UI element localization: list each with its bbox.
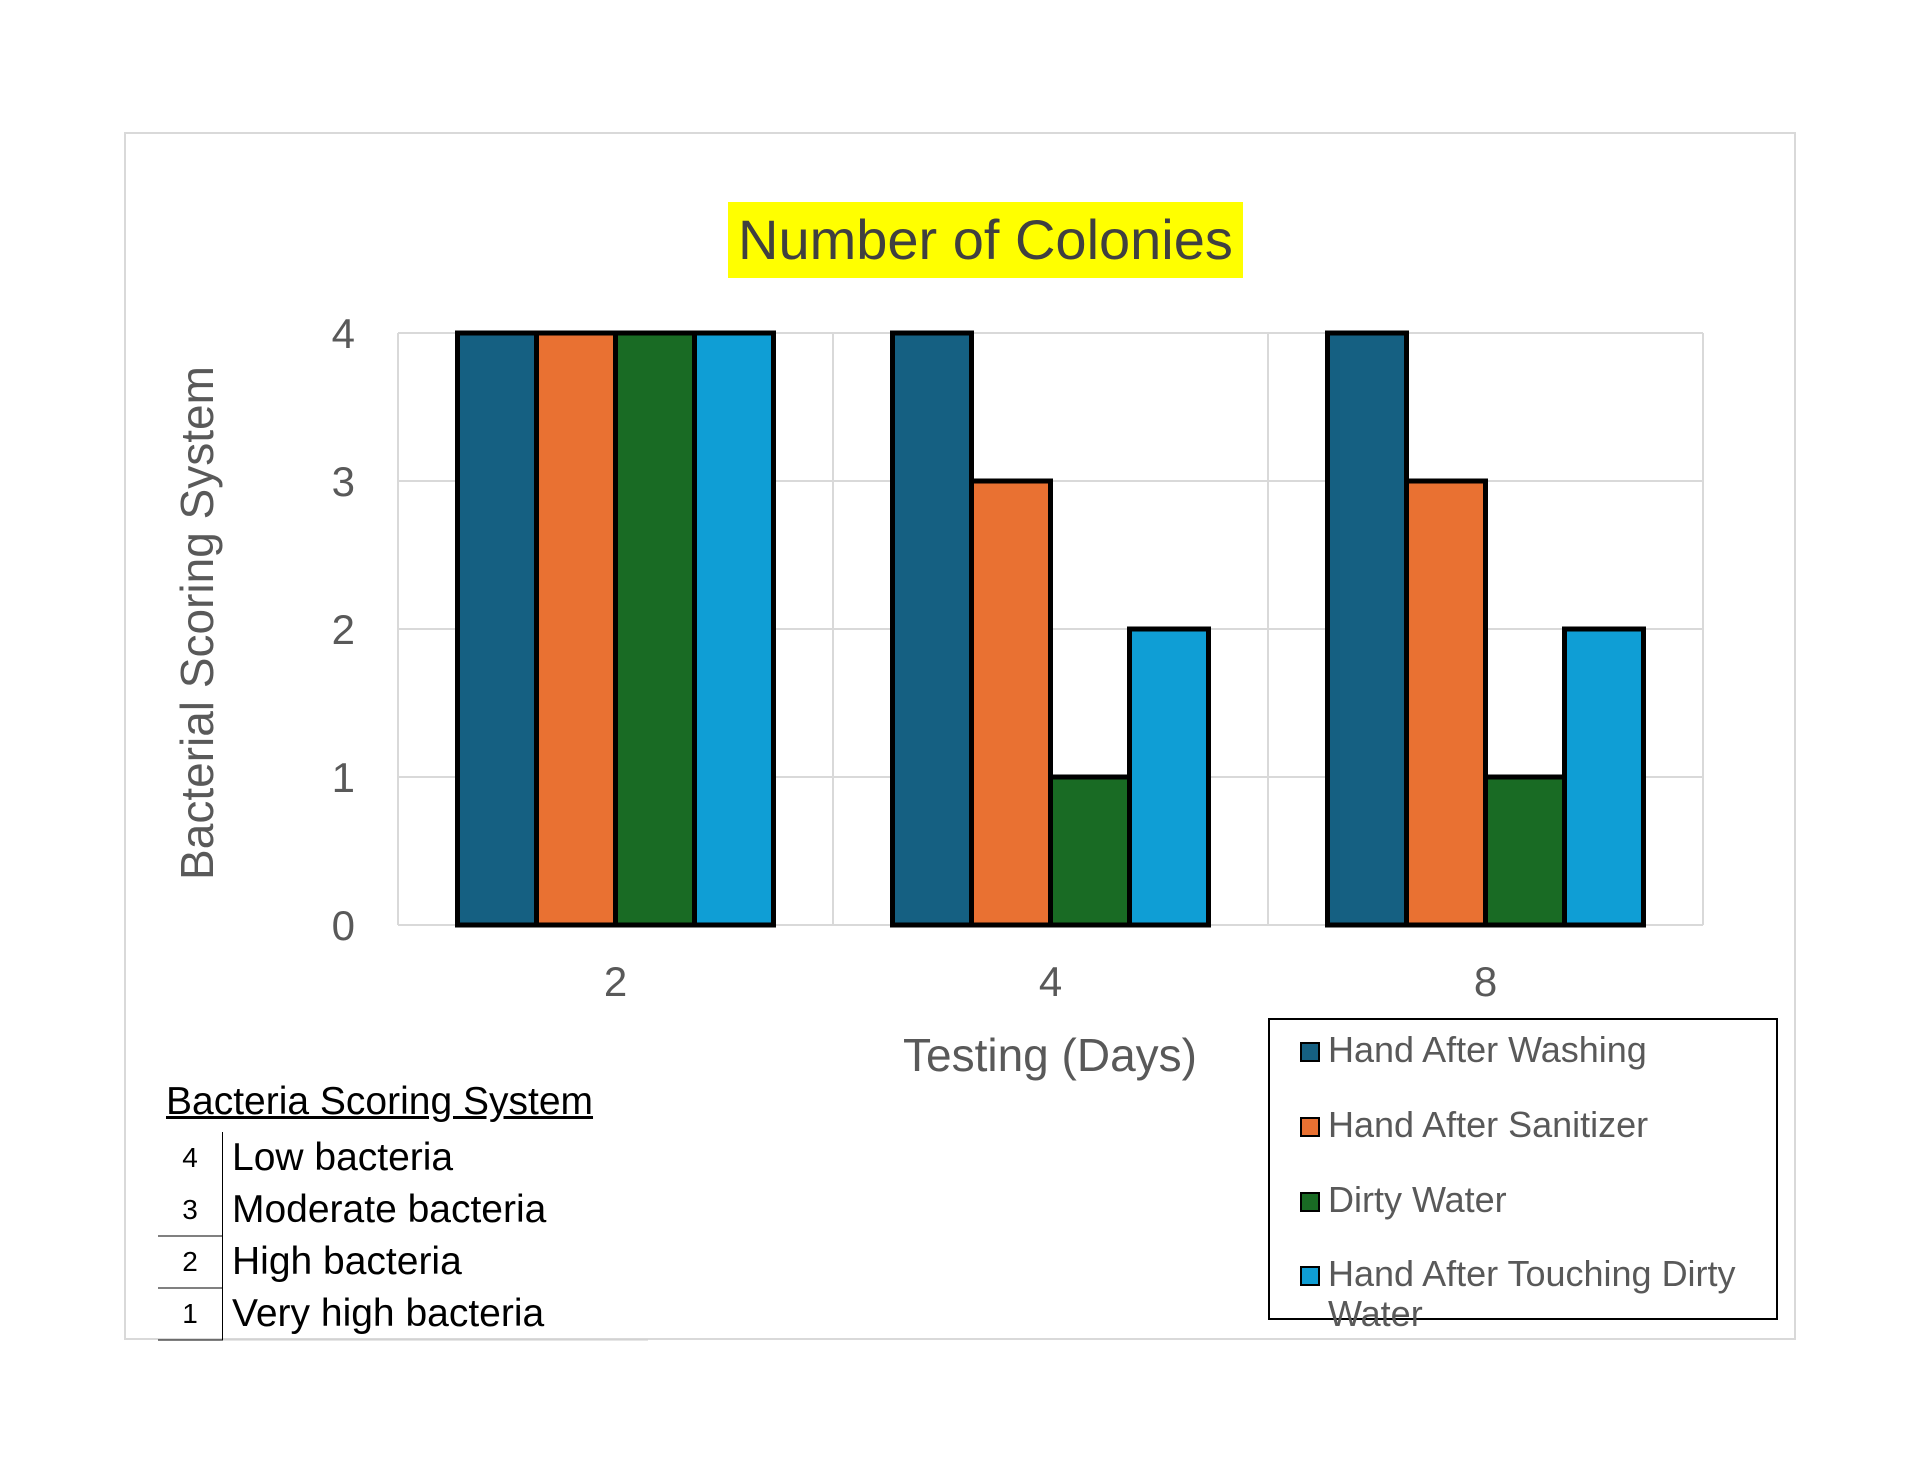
bar [1562,626,1646,928]
bar [1325,330,1409,928]
bar [613,330,697,928]
bar [1483,774,1567,928]
x-axis-label: Testing (Days) [903,1029,1197,1081]
bar [1404,478,1488,928]
x-tick-label: 2 [604,958,627,1005]
legend: Hand After Washing Hand After Sanitizer Di… [1268,1018,1778,1334]
y-tick-label: 2 [332,606,355,653]
scoring-row: 3 Moderate bacteria [158,1184,648,1236]
x-tick-label: 4 [1039,958,1062,1005]
bar [455,330,539,928]
chart-title: Number of Colonies [728,202,1243,278]
legend-label: Hand After Sanitizer [1328,1104,1649,1145]
bar [1048,774,1132,928]
scoring-description: Moderate bacteria [232,1188,547,1231]
y-tick-label: 0 [332,902,355,949]
y-axis-label: Bacterial Scoring System [171,366,223,880]
scoring-description: Low bacteria [232,1136,454,1179]
legend-swatch [1300,1192,1320,1212]
axes: 0 1 2 3 4 2 4 8 [332,310,1498,1005]
scoring-value: 1 [158,1288,223,1340]
bar [890,330,974,928]
scoring-key-title: Bacteria Scoring System [166,1080,594,1123]
scoring-row: 4 Low bacteria [158,1132,648,1184]
legend-label: Hand After Washing [1328,1029,1647,1070]
legend-swatch [1300,1117,1320,1137]
scoring-value: 3 [158,1184,223,1236]
scoring-row: 2 High bacteria [158,1236,648,1288]
bar [1127,626,1211,928]
legend-swatch [1300,1042,1320,1062]
scoring-row: 1 Very high bacteria [158,1288,648,1340]
legend-swatch [1300,1266,1320,1286]
scoring-value: 4 [158,1132,223,1184]
y-tick-label: 1 [332,754,355,801]
bar [534,330,618,928]
bar [969,478,1053,928]
bars [455,330,1646,928]
x-tick-label: 8 [1474,958,1497,1005]
scoring-value: 2 [158,1236,223,1288]
legend-label: Dirty Water [1328,1179,1507,1220]
scoring-key-lines [158,1235,648,1341]
y-tick-label: 4 [332,310,355,357]
scoring-description: Very high bacteria [232,1292,545,1335]
scoring-description: High bacteria [232,1240,462,1283]
y-tick-label: 3 [332,458,355,505]
bar [692,330,776,928]
legend-label: Hand After Touching Dirty Water [1328,1253,1736,1334]
